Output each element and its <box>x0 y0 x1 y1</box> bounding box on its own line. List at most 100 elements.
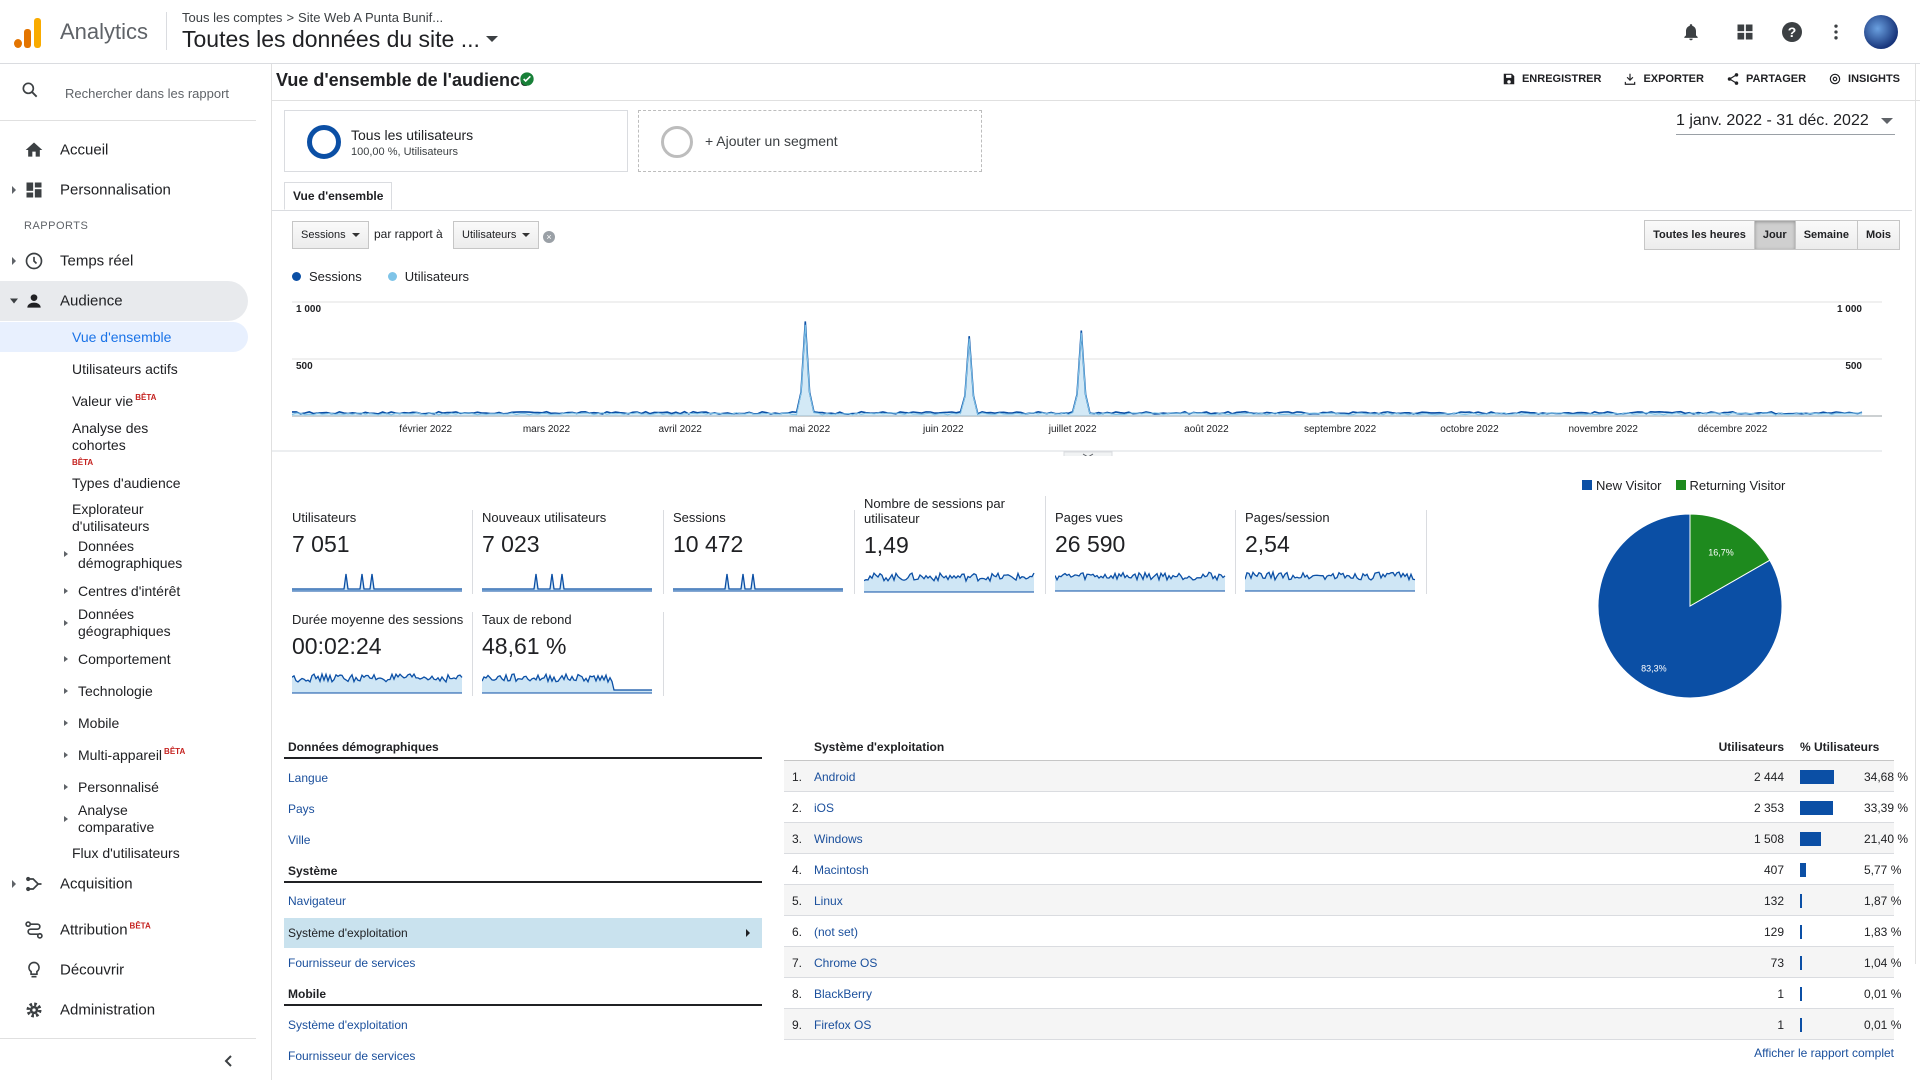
dimension-link-ville[interactable]: Ville <box>288 833 311 847</box>
beta-badge: BÊTA <box>72 458 94 467</box>
os-name-link[interactable]: Firefox OS <box>814 1018 872 1032</box>
x-tick-label: août 2022 <box>1184 424 1229 435</box>
chevron-down-icon[interactable] <box>486 36 498 42</box>
os-name-link[interactable]: Windows <box>814 832 863 846</box>
sidebar-item-decouvrir[interactable]: Découvrir <box>0 950 256 990</box>
os-name-link[interactable]: Linux <box>814 894 843 908</box>
granularity-hourly-button[interactable]: Toutes les heures <box>1645 221 1755 249</box>
dimension-link-mobile-provider[interactable]: Fournisseur de services <box>288 1049 416 1063</box>
sidebar-sub-personnalise[interactable]: Personnalisé <box>0 772 248 802</box>
pie-legend-new-visitor[interactable]: New Visitor <box>1582 478 1662 493</box>
granularity-week-button[interactable]: Semaine <box>1795 221 1858 249</box>
sidebar-sub-analyse-cohortes[interactable]: Analyse des cohortes BÊTA <box>0 418 248 467</box>
apps-grid-icon[interactable] <box>1731 18 1759 46</box>
sidebar-sub-donnees-demographiques[interactable]: Données démographiques <box>0 536 248 574</box>
breadcrumb-accounts[interactable]: Tous les comptes <box>182 10 283 25</box>
segment-ring-icon <box>307 125 341 159</box>
kpi-card[interactable]: Nouveaux utilisateurs 7 023 <box>482 510 654 597</box>
sidebar-sub-explorateur[interactable]: Explorateur d'utilisateurs <box>0 498 248 536</box>
sidebar-sub-mobile[interactable]: Mobile <box>0 708 248 738</box>
kpi-card[interactable]: Sessions 10 472 <box>673 510 845 597</box>
os-name-link[interactable]: BlackBerry <box>814 987 873 1001</box>
dimension-link-systeme-exploitation-selected[interactable]: Système d'exploitation <box>284 918 762 948</box>
x-tick-label: juin 2022 <box>922 424 964 435</box>
add-segment-button[interactable]: + Ajouter un segment <box>638 110 982 172</box>
scrollbar[interactable] <box>1915 64 1916 964</box>
os-name-link[interactable]: Macintosh <box>814 863 869 877</box>
kpi-value: 48,61 % <box>482 633 567 659</box>
sidebar-item-temps-reel[interactable]: Temps réel <box>0 241 256 281</box>
share-button[interactable]: PARTAGER <box>1726 72 1806 86</box>
sessions-line-chart[interactable]: 1 000 1 000 500 500 février 2022 mars 2022 avr… <box>272 286 1920 456</box>
chart-resize-handle[interactable] <box>1063 451 1113 456</box>
analytics-logo-icon[interactable] <box>14 16 42 48</box>
more-vert-icon[interactable] <box>1822 18 1850 46</box>
account-avatar[interactable] <box>1864 15 1898 49</box>
kpi-card[interactable]: Durée moyenne des sessions 00:02:24 <box>291 612 464 699</box>
dimension-link-navigateur[interactable]: Navigateur <box>288 894 347 908</box>
dimension-link-langue[interactable]: Langue <box>288 771 329 785</box>
date-range-picker[interactable]: 1 janv. 2022 - 31 déc. 2022 <box>1676 112 1895 135</box>
sidebar-sub-utilisateurs-actifs[interactable]: Utilisateurs actifs <box>0 354 248 384</box>
pie-slice-returning-visitor[interactable] <box>1689 513 1771 607</box>
sidebar-sub-types-audience[interactable]: Types d'audience <box>0 468 248 498</box>
dimension-link-fournisseur[interactable]: Fournisseur de services <box>288 956 416 970</box>
tab-vue-ensemble[interactable]: Vue d'ensemble <box>284 182 393 210</box>
column-header-pct-users[interactable]: % Utilisateurs <box>1800 740 1880 754</box>
granularity-day-button[interactable]: Jour <box>1754 221 1796 249</box>
kpi-card[interactable]: Nombre de sessions par utilisateur 1,49 <box>863 496 1036 598</box>
kpi-card[interactable]: Pages vues 26 590 <box>1054 510 1227 597</box>
sidebar-item-acquisition[interactable]: Acquisition <box>0 864 256 904</box>
kpi-card[interactable]: Taux de rebond 48,61 % <box>481 612 654 699</box>
help-icon[interactable]: ? <box>1778 18 1806 46</box>
sidebar-sub-donnees-geographiques[interactable]: Données géographiques <box>0 604 248 642</box>
sidebar-sub-flux-utilisateurs[interactable]: Flux d'utilisateurs <box>0 838 248 868</box>
os-name-link[interactable]: (not set) <box>814 925 859 939</box>
sidebar-sub-comportement[interactable]: Comportement <box>0 644 248 674</box>
sidebar-item-personnalisation[interactable]: Personnalisation <box>0 170 256 210</box>
sidebar-sub-valeur-vie[interactable]: Valeur vie BÊTA <box>0 386 248 416</box>
granularity-month-button[interactable]: Mois <box>1857 221 1899 249</box>
column-header-os[interactable]: Système d'exploitation <box>814 740 945 754</box>
kpi-card[interactable]: Pages/session 2,54 <box>1244 510 1417 597</box>
pie-slice-new-visitor[interactable] <box>1597 513 1783 699</box>
kpi-card[interactable]: Utilisateurs 7 051 <box>292 510 464 597</box>
legend-sessions[interactable]: Sessions <box>292 269 362 284</box>
visitor-type-pie-chart[interactable]: 83,3% 16,7% <box>1590 506 1790 706</box>
os-name-link[interactable]: Android <box>814 770 856 784</box>
sidebar-sub-multi-appareil[interactable]: Multi-appareil BÊTA <box>0 740 248 770</box>
sidebar-sub-centres-interet[interactable]: Centres d'intérêt <box>0 576 248 606</box>
compare-metric-select[interactable]: Utilisateurs <box>453 221 540 249</box>
search-input[interactable]: Rechercher dans les rapport <box>65 86 230 101</box>
collapse-sidebar-chevron-icon[interactable] <box>222 1054 236 1068</box>
sidebar-item-administration[interactable]: Administration <box>0 990 256 1030</box>
clear-compare-icon[interactable]: × <box>543 231 555 243</box>
export-button[interactable]: EXPORTER <box>1623 72 1704 86</box>
os-name-link[interactable]: iOS <box>814 801 835 815</box>
pie-legend-returning-visitor[interactable]: Returning Visitor <box>1675 478 1785 493</box>
column-header-users[interactable]: Utilisateurs <box>1718 740 1784 754</box>
verified-check-icon[interactable] <box>519 71 535 87</box>
os-name-link[interactable]: Chrome OS <box>814 956 878 970</box>
full-report-link[interactable]: Afficher le rapport complet <box>1754 1046 1894 1060</box>
dimension-link-mobile-os[interactable]: Système d'exploitation <box>288 1018 408 1032</box>
sidebar-sub-technologie[interactable]: Technologie <box>0 676 248 706</box>
sidebar-item-audience[interactable]: Audience <box>0 281 248 321</box>
insights-button[interactable]: INSIGHTS <box>1828 72 1900 86</box>
sidebar-sub-analyse-comparative[interactable]: Analyse comparative <box>0 800 248 838</box>
breadcrumb-property[interactable]: Site Web A Punta Bunif... <box>298 10 444 25</box>
sidebar-item-accueil[interactable]: Accueil <box>0 130 256 170</box>
save-button[interactable]: ENREGISTRER <box>1502 72 1601 86</box>
segment-all-users[interactable]: Tous les utilisateurs 100,00 %, Utilisat… <box>284 110 628 172</box>
sidebar-sub-vue-ensemble[interactable]: Vue d'ensemble <box>0 322 248 352</box>
metric-select[interactable]: Sessions <box>292 221 369 249</box>
sidebar-item-attribution[interactable]: Attribution BÊTA <box>0 910 256 950</box>
notifications-bell-icon[interactable] <box>1677 18 1705 46</box>
kpi-divider <box>472 510 473 594</box>
pct-bar <box>1800 832 1821 846</box>
property-view-selector[interactable]: Toutes les données du site ... <box>182 26 480 52</box>
dimension-link-pays[interactable]: Pays <box>288 802 315 816</box>
pie-legend-new-swatch <box>1582 480 1592 490</box>
breadcrumb[interactable]: Tous les comptes > Site Web A Punta Bunif.… <box>182 10 443 25</box>
legend-users[interactable]: Utilisateurs <box>387 269 469 284</box>
